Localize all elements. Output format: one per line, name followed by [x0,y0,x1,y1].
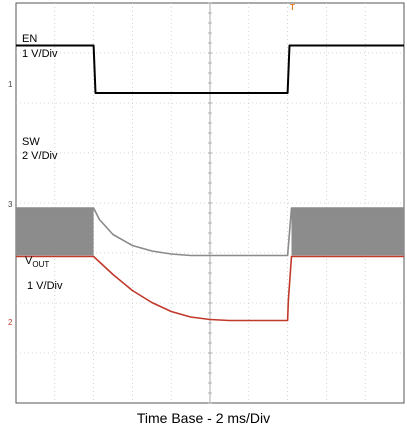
ch1-ground-marker: 1 [8,80,13,89]
ch3-ground-marker: 3 [8,200,13,209]
trace-en [16,44,404,94]
ch2-ground-marker: 2 [8,318,13,327]
sw-band-segment [291,208,404,256]
sw-label: SW [22,136,40,148]
en-scale: 1 V/Div [22,48,58,60]
traces [16,44,404,322]
trigger-marker: T [290,3,295,12]
sw-scale: 2 V/Div [22,150,58,162]
sw-switching-band [16,208,404,256]
grid [16,2,404,404]
vout-name: V [25,255,33,267]
en-label: EN [22,33,38,45]
sw-band-segment [16,208,94,256]
trace-sw [16,207,404,257]
time-base-label: Time Base - 2 ms/Div [136,410,271,426]
trace-vout [16,255,404,322]
vout-scale: 1 V/Div [27,280,63,292]
vout-subscript: OUT [32,260,50,270]
vout-label: VOUT [25,255,49,269]
